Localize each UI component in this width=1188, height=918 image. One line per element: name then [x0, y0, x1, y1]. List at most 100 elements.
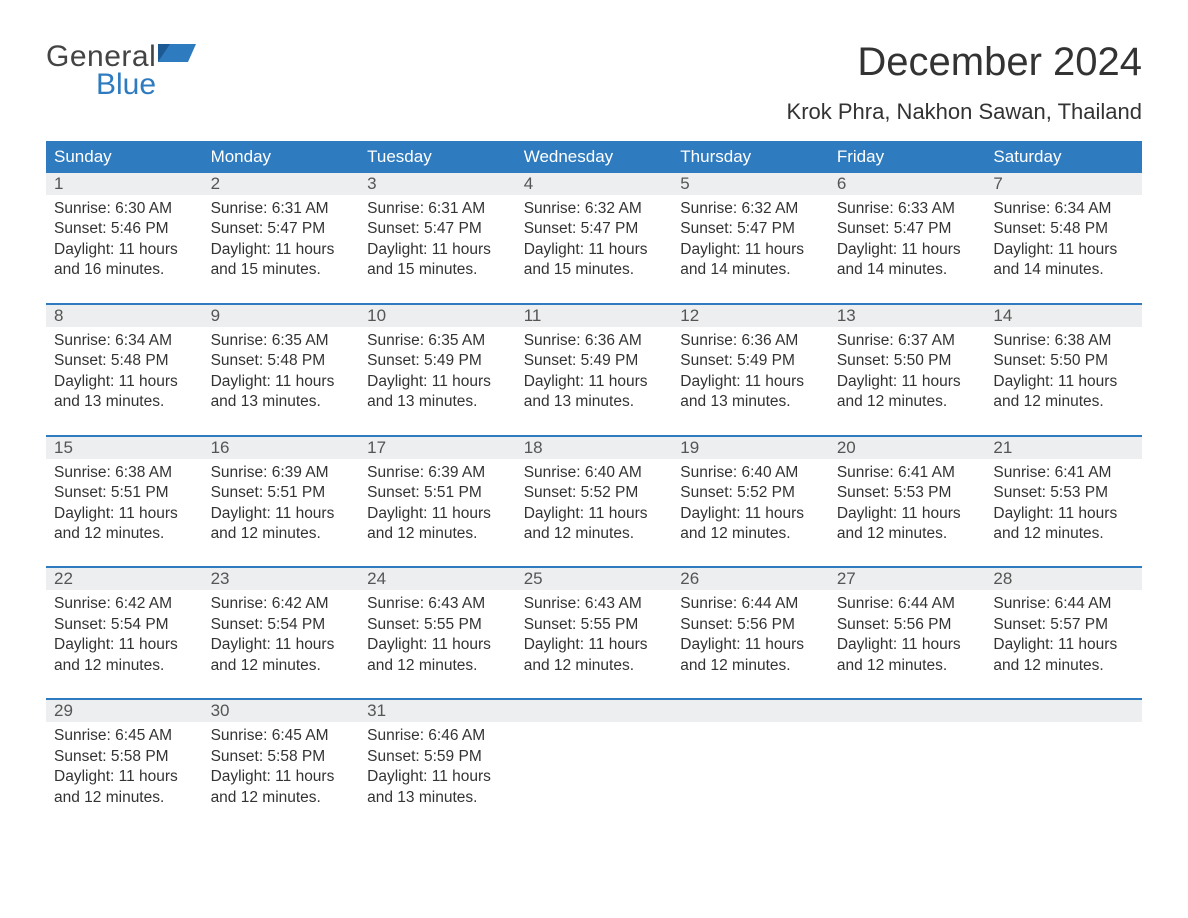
day-number: 30	[203, 700, 360, 722]
day-cell: Sunrise: 6:45 AM Sunset: 5:58 PM Dayligh…	[203, 722, 360, 808]
weekday-header: Monday	[203, 141, 360, 173]
day-cell-text: Sunrise: 6:41 AM Sunset: 5:53 PM Dayligh…	[993, 463, 1134, 545]
day-cell: Sunrise: 6:33 AM Sunset: 5:47 PM Dayligh…	[829, 195, 986, 281]
day-cell-text: Sunrise: 6:34 AM Sunset: 5:48 PM Dayligh…	[54, 331, 195, 413]
week-block: 1234567 Sunrise: 6:30 AM Sunset: 5:46 PM …	[46, 173, 1142, 281]
day-cell-text: Sunrise: 6:31 AM Sunset: 5:47 PM Dayligh…	[211, 199, 352, 281]
week-block: 15161718192021 Sunrise: 6:38 AM Sunset: 5…	[46, 435, 1142, 545]
day-cell: Sunrise: 6:44 AM Sunset: 5:56 PM Dayligh…	[829, 590, 986, 676]
day-number: 6	[829, 173, 986, 195]
day-number: 13	[829, 305, 986, 327]
day-number: 4	[516, 173, 673, 195]
day-number	[672, 700, 829, 722]
day-number: 1	[46, 173, 203, 195]
day-body-row: Sunrise: 6:38 AM Sunset: 5:51 PM Dayligh…	[46, 459, 1142, 545]
day-cell: Sunrise: 6:38 AM Sunset: 5:50 PM Dayligh…	[985, 327, 1142, 413]
day-number-row: 22232425262728	[46, 568, 1142, 590]
day-cell: Sunrise: 6:40 AM Sunset: 5:52 PM Dayligh…	[516, 459, 673, 545]
day-cell-text: Sunrise: 6:34 AM Sunset: 5:48 PM Dayligh…	[993, 199, 1134, 281]
day-cell: Sunrise: 6:37 AM Sunset: 5:50 PM Dayligh…	[829, 327, 986, 413]
day-number: 8	[46, 305, 203, 327]
day-body-row: Sunrise: 6:45 AM Sunset: 5:58 PM Dayligh…	[46, 722, 1142, 808]
day-number: 12	[672, 305, 829, 327]
weekday-header: Tuesday	[359, 141, 516, 173]
day-number-row: 891011121314	[46, 305, 1142, 327]
day-cell-text: Sunrise: 6:39 AM Sunset: 5:51 PM Dayligh…	[367, 463, 508, 545]
day-cell-text: Sunrise: 6:32 AM Sunset: 5:47 PM Dayligh…	[524, 199, 665, 281]
day-cell-text: Sunrise: 6:46 AM Sunset: 5:59 PM Dayligh…	[367, 726, 508, 808]
week-block: 293031Sunrise: 6:45 AM Sunset: 5:58 PM D…	[46, 698, 1142, 808]
calendar: Sunday Monday Tuesday Wednesday Thursday…	[46, 141, 1142, 808]
day-cell: Sunrise: 6:31 AM Sunset: 5:47 PM Dayligh…	[203, 195, 360, 281]
day-number: 22	[46, 568, 203, 590]
day-number: 26	[672, 568, 829, 590]
weekday-header: Thursday	[672, 141, 829, 173]
day-number: 31	[359, 700, 516, 722]
day-cell-text: Sunrise: 6:44 AM Sunset: 5:56 PM Dayligh…	[837, 594, 978, 676]
day-number: 11	[516, 305, 673, 327]
day-cell-text: Sunrise: 6:35 AM Sunset: 5:48 PM Dayligh…	[211, 331, 352, 413]
day-cell: Sunrise: 6:42 AM Sunset: 5:54 PM Dayligh…	[203, 590, 360, 676]
weekday-header: Saturday	[985, 141, 1142, 173]
day-cell-text: Sunrise: 6:43 AM Sunset: 5:55 PM Dayligh…	[524, 594, 665, 676]
day-number: 24	[359, 568, 516, 590]
day-number: 17	[359, 437, 516, 459]
day-number: 2	[203, 173, 360, 195]
day-number-row: 1234567	[46, 173, 1142, 195]
day-cell: Sunrise: 6:43 AM Sunset: 5:55 PM Dayligh…	[359, 590, 516, 676]
page-header: General Blue December 2024 Krok Phra, Na…	[46, 40, 1142, 125]
day-cell: Sunrise: 6:40 AM Sunset: 5:52 PM Dayligh…	[672, 459, 829, 545]
day-cell-text: Sunrise: 6:38 AM Sunset: 5:51 PM Dayligh…	[54, 463, 195, 545]
day-body-row: Sunrise: 6:30 AM Sunset: 5:46 PM Dayligh…	[46, 195, 1142, 281]
day-number: 18	[516, 437, 673, 459]
day-cell-text: Sunrise: 6:31 AM Sunset: 5:47 PM Dayligh…	[367, 199, 508, 281]
day-cell: Sunrise: 6:41 AM Sunset: 5:53 PM Dayligh…	[829, 459, 986, 545]
day-cell-text: Sunrise: 6:40 AM Sunset: 5:52 PM Dayligh…	[680, 463, 821, 545]
weekday-header: Friday	[829, 141, 986, 173]
weekday-header: Wednesday	[516, 141, 673, 173]
day-cell: Sunrise: 6:32 AM Sunset: 5:47 PM Dayligh…	[516, 195, 673, 281]
day-number: 9	[203, 305, 360, 327]
day-number-row: 293031	[46, 700, 1142, 722]
day-cell-text: Sunrise: 6:44 AM Sunset: 5:57 PM Dayligh…	[993, 594, 1134, 676]
day-number: 10	[359, 305, 516, 327]
day-number	[516, 700, 673, 722]
day-cell	[829, 722, 986, 808]
day-number	[829, 700, 986, 722]
day-cell	[985, 722, 1142, 808]
day-cell: Sunrise: 6:31 AM Sunset: 5:47 PM Dayligh…	[359, 195, 516, 281]
day-cell: Sunrise: 6:36 AM Sunset: 5:49 PM Dayligh…	[516, 327, 673, 413]
title-block: December 2024 Krok Phra, Nakhon Sawan, T…	[787, 40, 1142, 125]
day-cell-text: Sunrise: 6:39 AM Sunset: 5:51 PM Dayligh…	[211, 463, 352, 545]
day-number: 29	[46, 700, 203, 722]
day-cell-text: Sunrise: 6:37 AM Sunset: 5:50 PM Dayligh…	[837, 331, 978, 413]
day-cell: Sunrise: 6:35 AM Sunset: 5:48 PM Dayligh…	[203, 327, 360, 413]
day-number	[985, 700, 1142, 722]
day-number: 28	[985, 568, 1142, 590]
day-cell: Sunrise: 6:34 AM Sunset: 5:48 PM Dayligh…	[985, 195, 1142, 281]
week-block: 22232425262728Sunrise: 6:42 AM Sunset: 5…	[46, 566, 1142, 676]
day-number: 14	[985, 305, 1142, 327]
day-number: 16	[203, 437, 360, 459]
day-number-row: 15161718192021	[46, 437, 1142, 459]
day-cell: Sunrise: 6:34 AM Sunset: 5:48 PM Dayligh…	[46, 327, 203, 413]
day-cell-text: Sunrise: 6:35 AM Sunset: 5:49 PM Dayligh…	[367, 331, 508, 413]
logo-text-blue: Blue	[96, 68, 156, 101]
day-cell-text: Sunrise: 6:38 AM Sunset: 5:50 PM Dayligh…	[993, 331, 1134, 413]
day-number: 7	[985, 173, 1142, 195]
day-number: 27	[829, 568, 986, 590]
weekday-header-row: Sunday Monday Tuesday Wednesday Thursday…	[46, 141, 1142, 173]
day-number: 20	[829, 437, 986, 459]
day-number: 25	[516, 568, 673, 590]
day-cell: Sunrise: 6:38 AM Sunset: 5:51 PM Dayligh…	[46, 459, 203, 545]
day-cell-text: Sunrise: 6:30 AM Sunset: 5:46 PM Dayligh…	[54, 199, 195, 281]
day-cell-text: Sunrise: 6:42 AM Sunset: 5:54 PM Dayligh…	[54, 594, 195, 676]
day-number: 21	[985, 437, 1142, 459]
day-cell	[672, 722, 829, 808]
day-cell-text: Sunrise: 6:45 AM Sunset: 5:58 PM Dayligh…	[54, 726, 195, 808]
day-number: 5	[672, 173, 829, 195]
day-cell: Sunrise: 6:43 AM Sunset: 5:55 PM Dayligh…	[516, 590, 673, 676]
day-cell: Sunrise: 6:35 AM Sunset: 5:49 PM Dayligh…	[359, 327, 516, 413]
day-cell: Sunrise: 6:36 AM Sunset: 5:49 PM Dayligh…	[672, 327, 829, 413]
day-cell	[516, 722, 673, 808]
